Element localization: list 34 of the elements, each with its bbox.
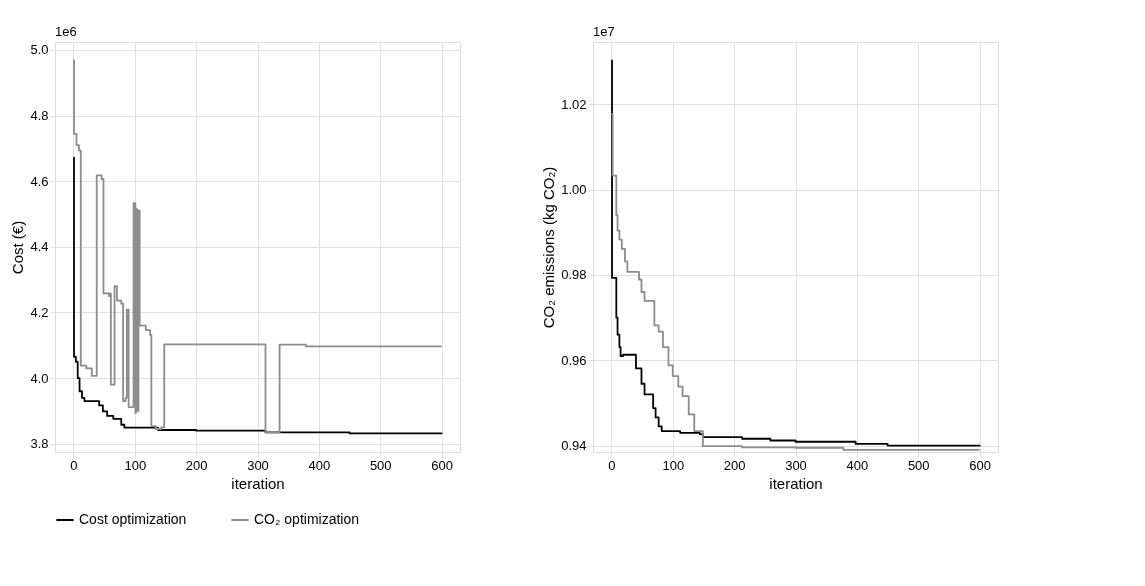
x-tick-label: 0 (70, 457, 78, 473)
y-tick-label: 0.98 (561, 267, 587, 283)
y-tick-label: 1.00 (561, 182, 587, 198)
x-tick-label: 600 (969, 457, 991, 473)
x-tick-label: 0 (608, 457, 616, 473)
x-tick-label: 200 (185, 457, 208, 473)
y-tick-label: 0.94 (561, 438, 587, 454)
y-tick-label: 1.02 (561, 96, 587, 112)
y-axis-title: CO₂ emissions (kg CO₂) (540, 166, 558, 329)
x-tick-label: 200 (723, 457, 746, 473)
y-tick-label: 3.8 (30, 436, 49, 452)
x-tick-label: 600 (431, 457, 453, 473)
text: 1e7 (593, 24, 615, 39)
legend-label: Cost optimization (79, 511, 187, 527)
y-tick-label: 4.0 (30, 370, 49, 386)
y-tick-label: 4.8 (30, 108, 49, 124)
y-tick-label: 4.2 (30, 304, 49, 320)
x-tick-label: 300 (785, 457, 807, 473)
x-tick-label: 300 (247, 457, 269, 473)
legend-label: CO₂ optimization (254, 511, 360, 527)
text: 1e6 (55, 24, 77, 39)
y-axis-title: Cost (€) (9, 220, 27, 275)
y-tick-label: 5.0 (30, 42, 49, 58)
x-tick-label: 100 (662, 457, 685, 473)
y-tick-label: 4.6 (30, 173, 49, 189)
x-axis-title: iteration (769, 474, 823, 492)
x-tick-label: 400 (308, 457, 331, 473)
x-tick-label: 500 (369, 457, 392, 473)
x-tick-label: 500 (907, 457, 930, 473)
y-tick-label: 4.4 (30, 239, 49, 255)
x-axis-title: iteration (231, 474, 285, 492)
x-tick-label: 100 (124, 457, 147, 473)
y-tick-label: 0.96 (561, 352, 587, 368)
x-tick-label: 400 (846, 457, 869, 473)
